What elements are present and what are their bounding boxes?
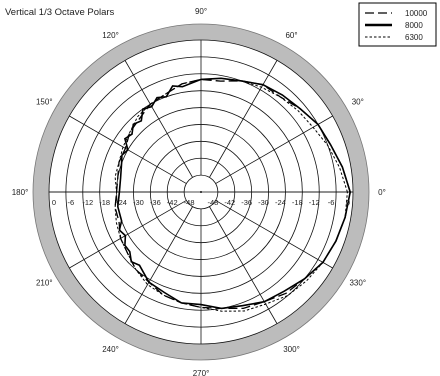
radial-tick-label: -30	[133, 198, 144, 207]
radial-tick-label: -12	[309, 198, 320, 207]
radial-tick-label: 0	[52, 198, 56, 207]
angle-tick-label: 150°	[36, 98, 53, 107]
angle-tick-label: 120°	[102, 31, 119, 40]
angle-tick-label: 240°	[102, 345, 119, 354]
angle-tick-label: 210°	[36, 279, 53, 288]
series-line-6300	[114, 77, 348, 312]
radial-tick-label: -12	[82, 198, 93, 207]
radial-tick-label: -6	[328, 198, 335, 207]
radial-tick-label: -36	[150, 198, 161, 207]
radial-tick-label: -48	[207, 198, 218, 207]
angle-tick-label: 300°	[283, 345, 300, 354]
radial-tick-label: -30	[258, 198, 269, 207]
radial-tick-label: -48	[184, 198, 195, 207]
radial-tick-label: -6	[68, 198, 75, 207]
radial-tick-label: -24	[116, 198, 127, 207]
axis-labels: 0° 30° 60° 90° 120° 150° 180° 210° 240° 270° 300° 3…	[12, 7, 386, 376]
radial-tick-label: -24	[275, 198, 286, 207]
grid-spoke	[124, 60, 193, 178]
outer-ring-edge	[32, 23, 370, 361]
center-dot	[200, 191, 202, 193]
legend: 10000 8000 6300	[358, 2, 437, 47]
radial-tick-label: -42	[224, 198, 235, 207]
grid-spoke	[215, 200, 333, 269]
legend-label: 10000	[405, 9, 428, 18]
grid-spoke	[215, 115, 333, 184]
outer-ring	[33, 24, 369, 360]
angle-tick-label: 60°	[285, 31, 297, 40]
legend-label: 8000	[405, 21, 423, 30]
polar-grid	[32, 23, 370, 361]
series-line-8000	[116, 77, 352, 310]
angle-tick-label: 270°	[193, 369, 210, 376]
radial-tick-label: -36	[241, 198, 252, 207]
angle-tick-label: 330°	[349, 279, 366, 288]
legend-label: 6300	[405, 33, 423, 42]
radial-tick-label: -42	[167, 198, 178, 207]
radial-tick-label: 0	[346, 198, 350, 207]
angle-tick-label: 180°	[12, 188, 29, 197]
angle-tick-label: 90°	[195, 7, 207, 16]
radial-tick-label: -18	[99, 198, 110, 207]
radial-tick-label: -18	[292, 198, 303, 207]
grid-spoke	[209, 60, 278, 178]
series-lines	[114, 77, 352, 312]
angle-tick-label: 0°	[378, 188, 386, 197]
chart-title: Vertical 1/3 Octave Polars	[5, 7, 115, 18]
grid-spoke	[69, 200, 187, 269]
angle-tick-label: 30°	[352, 98, 364, 107]
grid-spoke	[124, 206, 193, 324]
